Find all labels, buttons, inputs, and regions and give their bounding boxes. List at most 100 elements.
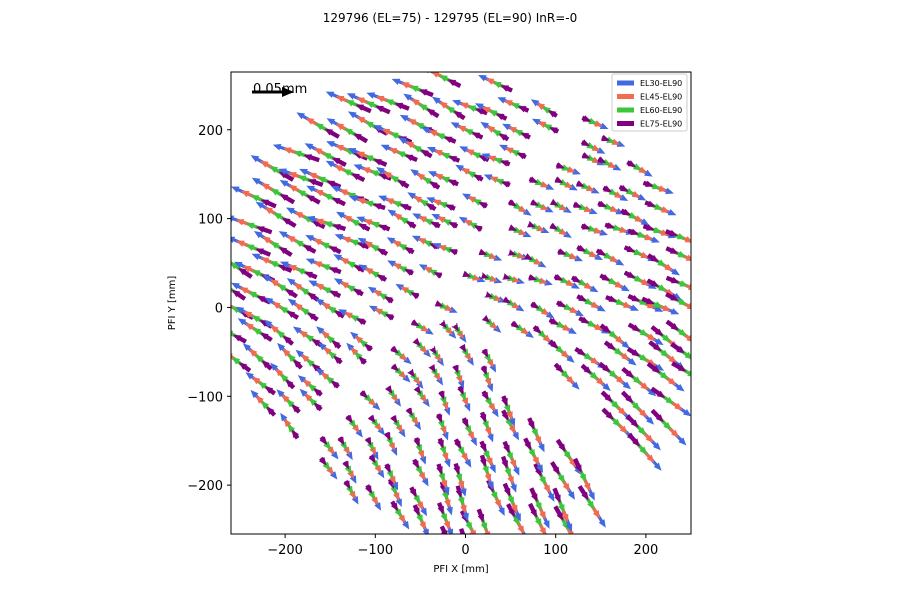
quiver-arrow xyxy=(605,295,618,302)
quiver-arrow xyxy=(665,292,679,301)
quiver-arrow xyxy=(330,380,340,389)
quiver-arrow xyxy=(332,224,346,232)
quiver-arrow xyxy=(528,502,537,518)
quiver-arrow xyxy=(576,294,587,302)
quiver-arrow xyxy=(372,203,386,211)
quiver-arrow xyxy=(443,136,457,144)
quiver-arrow xyxy=(532,325,542,334)
quiver-arrow xyxy=(233,334,247,344)
quiver-arrow xyxy=(627,294,641,302)
quiver-arrow xyxy=(355,104,372,114)
quiver-arrow xyxy=(461,417,469,428)
quiver-arrow xyxy=(479,440,487,453)
quiver-arrow xyxy=(435,413,443,424)
quiver-arrow xyxy=(548,317,559,325)
quiver-arrow xyxy=(331,340,342,350)
quiver-arrow xyxy=(453,110,466,121)
quiver-arrow xyxy=(481,390,489,401)
quiver-arrow xyxy=(555,438,566,452)
quiver-arrow xyxy=(580,363,592,375)
quiver-arrow xyxy=(665,246,679,254)
quiver-arrow xyxy=(365,484,372,494)
quiver-arrow xyxy=(306,195,321,205)
quiver-arrow xyxy=(581,115,592,122)
quiver-arrow xyxy=(555,162,565,169)
quiver-arrow xyxy=(337,436,345,446)
quiver-arrow xyxy=(437,438,444,449)
quiver-arrow xyxy=(429,181,441,190)
quiver-arrow xyxy=(286,310,299,320)
legend-entry: EL75-EL90 xyxy=(640,120,682,129)
quiver-arrow xyxy=(547,110,558,118)
quiver-arrow xyxy=(600,390,613,403)
legend-swatch xyxy=(617,80,634,86)
quiver-arrow xyxy=(409,486,417,498)
quiver-arrows xyxy=(231,72,691,534)
quiver-arrow xyxy=(625,414,639,428)
quiver-arrow xyxy=(358,356,367,365)
quiver-arrow xyxy=(554,176,564,184)
quiver-arrow xyxy=(434,300,444,307)
quiver-arrow xyxy=(473,174,484,182)
quiver-arrow xyxy=(576,180,585,187)
quiver-arrow xyxy=(646,362,661,374)
quiver-arrow xyxy=(376,274,388,282)
quiver-arrow xyxy=(502,296,511,304)
quiver-arrow xyxy=(439,319,447,329)
quiver-arrow xyxy=(627,322,641,332)
quiver-arrow xyxy=(573,457,582,474)
quiver-arrow xyxy=(501,181,511,188)
quiver-arrow xyxy=(620,208,631,216)
quiver-arrow xyxy=(264,386,276,396)
quiver-arrow xyxy=(516,152,527,160)
y-tick-label: 0 xyxy=(215,301,223,316)
quiver-arrow xyxy=(278,171,295,182)
quiver-arrow xyxy=(502,440,510,454)
quiver-arrow xyxy=(436,463,443,475)
quiver-arrow xyxy=(462,270,471,277)
y-tick-label: 200 xyxy=(198,124,223,139)
quiver-arrow xyxy=(439,525,448,534)
quiver-arrow xyxy=(508,199,517,207)
quiver-arrow xyxy=(390,500,398,512)
quiver-arrow xyxy=(352,288,364,297)
quiver-arrow xyxy=(627,228,640,235)
quiver-arrow xyxy=(476,508,485,523)
quiver-arrow xyxy=(573,201,582,208)
quiver-arrow xyxy=(394,102,410,111)
quiver-arrow xyxy=(412,458,419,469)
quiver-arrow xyxy=(413,385,421,395)
quiver-arrow xyxy=(527,220,536,228)
quiver-arrow xyxy=(291,429,300,440)
quiver-arrow xyxy=(552,487,561,504)
legend-entry: EL60-EL90 xyxy=(640,106,682,115)
quiver-arrow xyxy=(405,407,413,417)
quiver-arrow xyxy=(517,106,530,113)
quiver-arrow xyxy=(260,332,273,342)
quiver-arrow xyxy=(367,414,376,423)
quiver-arrow xyxy=(345,414,353,424)
quiver-arrow xyxy=(507,249,517,256)
quiver-arrow xyxy=(671,361,687,372)
quiver-arrow xyxy=(351,173,366,182)
legend-entry: EL45-EL90 xyxy=(640,93,682,102)
quiver-arrow xyxy=(665,319,679,331)
quiver-arrow xyxy=(627,432,641,447)
quiver-arrow xyxy=(343,480,351,490)
quiver-arrow xyxy=(328,246,342,255)
quiver-arrow xyxy=(447,79,462,88)
quiver-arrow xyxy=(650,386,666,398)
quiver-arrow xyxy=(291,404,301,414)
quiver-arrow xyxy=(604,222,616,229)
quiver-arrow xyxy=(665,275,680,284)
quiver-arrow xyxy=(529,487,538,503)
quiver-arrow xyxy=(328,267,342,275)
plot-area xyxy=(230,71,692,535)
quiver-arrow xyxy=(447,179,459,187)
quiver-arrow xyxy=(425,203,437,211)
quiver-arrow xyxy=(650,408,664,423)
y-tick-label: 100 xyxy=(198,213,223,228)
quiver-arrow xyxy=(577,485,589,501)
quiver-arrow xyxy=(384,296,394,304)
quiver-arrow xyxy=(453,438,462,450)
